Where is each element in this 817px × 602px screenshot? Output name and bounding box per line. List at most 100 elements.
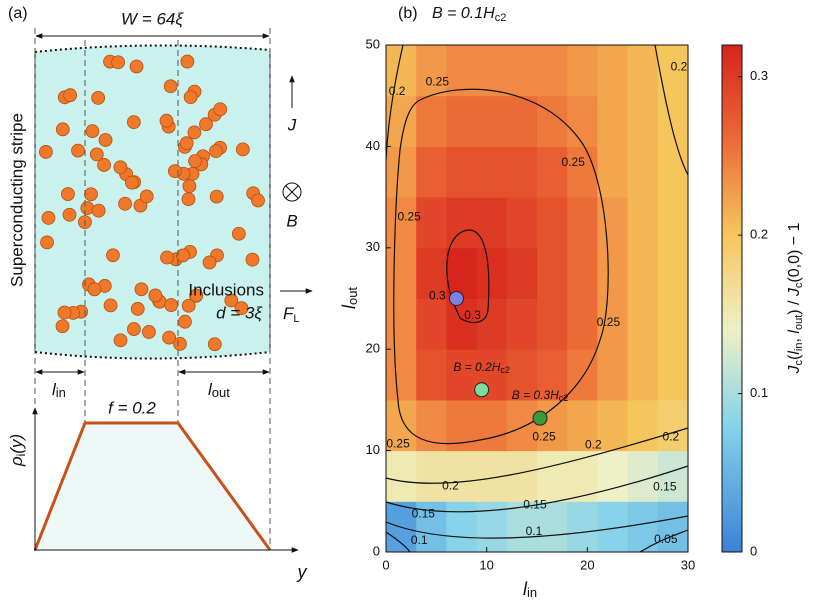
- inclusion: [129, 59, 144, 74]
- inclusion: [180, 54, 195, 69]
- inclusion: [148, 288, 163, 303]
- profile-fill: [35, 423, 270, 550]
- heat-cell: [386, 399, 417, 452]
- heat-cell: [476, 501, 508, 553]
- inclusion: [187, 125, 202, 140]
- y-tick-label: 10: [366, 442, 380, 457]
- inclusion: [181, 298, 196, 313]
- inclusion: [97, 158, 111, 172]
- l: l: [52, 380, 57, 399]
- heat-cell: [446, 146, 478, 198]
- y-tick-label: 50: [366, 36, 380, 51]
- sub: out: [345, 287, 360, 305]
- point-label-sub: c2: [559, 394, 569, 404]
- inclusion: [87, 282, 102, 297]
- heat-cell: [567, 197, 598, 249]
- heat-cell: [476, 399, 508, 452]
- colorbar-label: Jc(lin, lout) / Jc(0,0) − 1: [786, 222, 805, 374]
- t: l: [786, 351, 803, 355]
- heat-cell: [567, 45, 598, 97]
- heat-cell: [567, 501, 598, 553]
- heat-cell: [627, 95, 659, 147]
- inclusion: [160, 250, 174, 265]
- inclusion: [118, 196, 132, 211]
- stripe-edge: [34, 351, 271, 360]
- heat-cell: [537, 450, 568, 502]
- contour-line: [393, 88, 609, 445]
- inclusion: [207, 337, 222, 352]
- heat-cell: [597, 349, 629, 401]
- heat-cell: [416, 146, 447, 198]
- inclusions-label: Inclusions: [188, 280, 264, 299]
- heat-cell: [627, 501, 659, 553]
- inclusion: [41, 211, 56, 225]
- heat-cell: [386, 197, 417, 249]
- heat-cell: [537, 197, 568, 249]
- inclusion: [178, 314, 192, 329]
- inclusion: [199, 117, 213, 132]
- heat-cell: [446, 349, 478, 401]
- contour-label: 0.2: [442, 478, 459, 492]
- inclusion: [127, 322, 141, 336]
- panel-label: (a): [8, 5, 28, 22]
- state-point: [474, 382, 490, 398]
- inclusion: [55, 319, 70, 334]
- heat-cell: [627, 45, 659, 97]
- inclusion: [134, 282, 149, 297]
- inclusion: [142, 325, 156, 339]
- contour-label: 0.25: [597, 315, 621, 329]
- heat-cell: [537, 349, 568, 401]
- lin-label: lin: [52, 380, 66, 400]
- colorbar-tick-label: 0.2: [750, 227, 768, 242]
- l: l: [339, 304, 359, 309]
- current-label: J: [287, 115, 297, 134]
- contour-label: 0.3: [429, 289, 446, 303]
- inclusion: [188, 154, 202, 168]
- point-label-main: B = 0.3H: [512, 388, 559, 402]
- inclusion: [113, 333, 128, 348]
- inclusion: [130, 302, 145, 316]
- y-tick-label: 20: [366, 341, 380, 356]
- heat-cell: [657, 450, 689, 502]
- contour-label: 0.2: [671, 59, 688, 73]
- heat-cell: [597, 95, 629, 147]
- heat-cell: [537, 45, 568, 97]
- field-label: B: [286, 211, 297, 230]
- contour-line: [385, 515, 689, 539]
- heat-cell: [446, 197, 478, 249]
- heat-cell: [476, 45, 508, 97]
- panel-label: (b): [398, 5, 418, 22]
- contour-label: 0.15: [523, 498, 547, 512]
- inclusion: [111, 55, 126, 70]
- heat-cell: [506, 45, 538, 97]
- contour-label: 0.05: [654, 532, 678, 546]
- contour-line: [446, 229, 490, 324]
- contour-label: 0.1: [411, 533, 428, 547]
- y-axis-label: lout: [339, 287, 361, 309]
- inclusion: [63, 88, 78, 103]
- point-label-sub: c2: [500, 365, 510, 375]
- heat-cell: [386, 298, 417, 350]
- inclusion: [162, 330, 177, 345]
- contour-label: 0.2: [663, 430, 680, 444]
- inclusion: [113, 160, 128, 175]
- heat-cell: [506, 399, 538, 452]
- heat-cell: [476, 95, 508, 147]
- heat-cell: [537, 247, 568, 299]
- contour-line: [639, 529, 689, 553]
- heat-cell: [416, 197, 447, 249]
- width-label: W = 64ξ: [121, 9, 184, 28]
- inclusion: [126, 115, 141, 130]
- heat-cell: [386, 349, 417, 401]
- heat-cell: [476, 298, 508, 350]
- title-main: B = 0.1H: [432, 5, 495, 22]
- heat-cell: [446, 45, 478, 97]
- plot-frame: [385, 44, 689, 553]
- heat-cell: [567, 146, 598, 198]
- stripe-edge: [34, 44, 271, 53]
- heat-cell: [597, 45, 629, 97]
- size-label: d = 3ξ: [216, 303, 263, 322]
- heat-cell: [627, 298, 659, 350]
- title-sub: c2: [495, 12, 507, 24]
- heat-cell: [627, 349, 659, 401]
